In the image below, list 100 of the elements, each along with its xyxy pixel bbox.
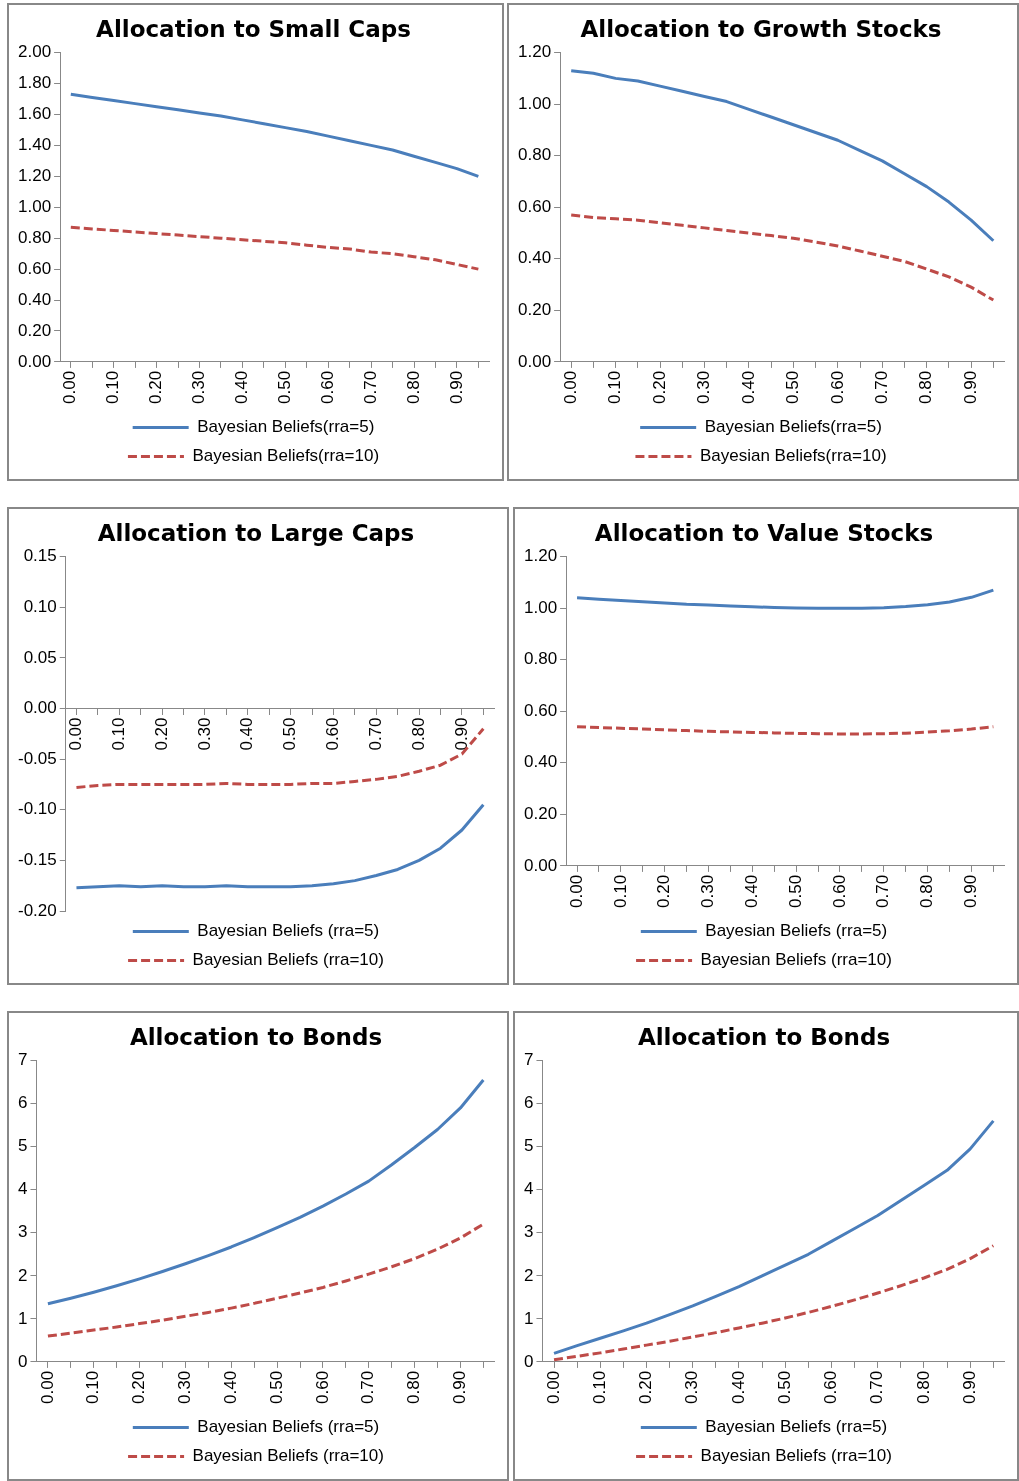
y-tick-label: 0.00: [517, 351, 552, 371]
x-tick-label: 0.80: [408, 717, 428, 751]
legend-label: Bayesian Beliefs (rra=5): [197, 1417, 380, 1437]
x-tick-label: 0.80: [403, 370, 423, 405]
y-tick-label: -0.15: [18, 850, 57, 870]
x-tick-label: 0.40: [232, 370, 252, 405]
legend-label: Bayesian Beliefs (rra=5): [197, 921, 380, 941]
x-tick-label: 0.70: [365, 717, 385, 751]
y-tick-label: 1: [523, 1308, 534, 1328]
legend-label: Bayesian Beliefs (rra=10): [700, 1446, 892, 1466]
legend-label: Bayesian Beliefs (rra=5): [705, 1417, 888, 1437]
y-tick-label: 1.20: [517, 42, 552, 62]
x-tick-label: 0.40: [738, 370, 758, 405]
x-tick-label: 0.90: [959, 1370, 979, 1405]
y-tick-label: 4: [17, 1179, 28, 1199]
x-tick-label: 0.70: [871, 370, 891, 405]
y-tick-label: 7: [17, 1050, 28, 1070]
legend-label: Bayesian Beliefs(rra=5): [704, 417, 882, 437]
y-tick-label: 2.00: [17, 42, 52, 62]
x-tick-label: 0.90: [960, 370, 980, 405]
x-tick-label: 0.70: [867, 1370, 887, 1405]
y-tick-label: 7: [523, 1050, 534, 1070]
y-tick-label: 5: [523, 1136, 534, 1156]
x-tick-label: 0.40: [220, 1370, 240, 1405]
x-tick-label: 0.30: [694, 370, 714, 405]
y-tick-label: 3: [17, 1222, 28, 1242]
y-tick-label: 1.20: [17, 166, 52, 186]
y-tick-label: 0: [17, 1351, 28, 1371]
y-tick-label: 1.80: [17, 73, 52, 93]
y-tick-label: 4: [523, 1179, 534, 1199]
x-tick-label: 0.90: [961, 874, 981, 909]
x-tick-label: 0.30: [682, 1370, 702, 1405]
x-tick-label: 0.80: [913, 1370, 933, 1405]
y-tick-label: 1.20: [523, 546, 558, 566]
legend-label: Bayesian Beliefs(rra=5): [197, 417, 375, 437]
x-tick-label: 0.80: [916, 370, 936, 405]
y-tick-label: 0: [523, 1351, 534, 1371]
legend-label: Bayesian Beliefs (rra=5): [705, 921, 888, 941]
chart-title: Allocation to Small Caps: [96, 15, 411, 42]
x-tick-label: 0.10: [605, 370, 625, 405]
y-tick-label: 0.05: [23, 647, 57, 667]
y-tick-label: 0.10: [23, 596, 57, 616]
y-tick-label: -0.05: [18, 748, 57, 768]
x-tick-label: 0.40: [728, 1370, 748, 1405]
x-tick-label: 0.20: [151, 717, 171, 751]
y-tick-label: 0.60: [17, 258, 52, 278]
y-tick-label: 2: [523, 1265, 534, 1285]
x-tick-label: 0.60: [323, 717, 343, 751]
x-tick-label: 0.00: [560, 370, 580, 405]
y-tick-label: 0.00: [523, 855, 558, 875]
x-tick-label: 0.40: [742, 874, 762, 909]
x-tick-label: 0.90: [450, 1370, 470, 1405]
x-tick-label: 0.00: [60, 370, 80, 405]
y-tick-label: 0.00: [17, 351, 52, 371]
line-series: [552, 1244, 995, 1362]
x-tick-label: 0.10: [103, 370, 123, 405]
y-tick-label: 0.60: [523, 700, 558, 720]
y-tick-label: -0.20: [18, 900, 57, 920]
x-tick-label: 0.50: [785, 874, 805, 909]
y-tick-label: -0.10: [18, 799, 57, 819]
x-tick-label: 0.00: [566, 874, 586, 909]
x-tick-label: 0.10: [83, 1370, 103, 1405]
y-tick-label: 6: [17, 1093, 28, 1113]
legend-label: Bayesian Beliefs(rra=10): [192, 446, 380, 466]
chart-title: Allocation to Large Caps: [97, 519, 415, 546]
chart-title: Allocation to Bonds: [637, 1023, 891, 1050]
line-series: [569, 213, 995, 302]
y-tick-label: 0.60: [517, 196, 552, 216]
y-tick-label: 0.80: [517, 145, 552, 165]
x-tick-label: 0.70: [358, 1370, 378, 1405]
x-tick-label: 0.50: [774, 1370, 794, 1405]
y-tick-label: 0.80: [523, 649, 558, 669]
legend-label: Bayesian Beliefs (rra=10): [192, 1446, 384, 1466]
x-tick-label: 0.20: [654, 874, 674, 909]
x-tick-label: 0.20: [129, 1370, 149, 1405]
y-tick-label: 0.20: [17, 320, 52, 340]
chart-title: Allocation to Value Stocks: [594, 519, 934, 546]
x-tick-label: 0.20: [649, 370, 669, 405]
line-series: [69, 225, 480, 271]
x-tick-label: 0.90: [446, 370, 466, 405]
x-tick-label: 0.10: [589, 1370, 609, 1405]
y-tick-label: 1.40: [17, 135, 52, 155]
y-tick-label: 0.40: [523, 752, 558, 772]
x-tick-label: 0.50: [274, 370, 294, 405]
x-tick-label: 0.10: [610, 874, 630, 909]
y-tick-label: 0.20: [523, 804, 558, 824]
legend-label: Bayesian Beliefs (rra=10): [192, 950, 384, 970]
x-tick-label: 0.60: [821, 1370, 841, 1405]
y-tick-label: 1.00: [517, 93, 552, 113]
x-tick-label: 0.30: [698, 874, 718, 909]
y-tick-label: 0.20: [517, 300, 552, 320]
y-tick-label: 2: [17, 1265, 28, 1285]
x-tick-label: 0.20: [636, 1370, 656, 1405]
x-tick-label: 0.00: [66, 717, 86, 751]
x-tick-label: 0.10: [108, 717, 128, 751]
x-tick-label: 0.80: [404, 1370, 424, 1405]
x-tick-label: 0.50: [783, 370, 803, 405]
x-tick-label: 0.50: [280, 717, 300, 751]
x-tick-label: 0.60: [312, 1370, 332, 1405]
y-tick-label: 0.15: [23, 546, 57, 566]
